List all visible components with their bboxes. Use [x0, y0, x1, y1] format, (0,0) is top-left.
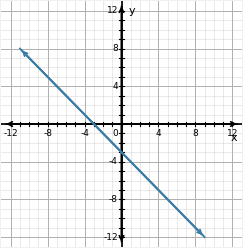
Text: -12: -12	[3, 129, 18, 138]
Text: 4: 4	[112, 82, 118, 91]
Text: -4: -4	[80, 129, 89, 138]
Text: 12: 12	[106, 6, 118, 15]
Text: 8: 8	[112, 44, 118, 53]
Text: -8: -8	[43, 129, 52, 138]
Text: 8: 8	[192, 129, 198, 138]
Text: x: x	[230, 133, 237, 143]
Text: -12: -12	[103, 233, 118, 242]
Text: -8: -8	[109, 195, 118, 204]
Text: 4: 4	[156, 129, 161, 138]
Text: 12: 12	[227, 129, 238, 138]
Text: 0: 0	[112, 129, 118, 138]
Text: -4: -4	[109, 157, 118, 166]
Text: y: y	[129, 6, 136, 16]
